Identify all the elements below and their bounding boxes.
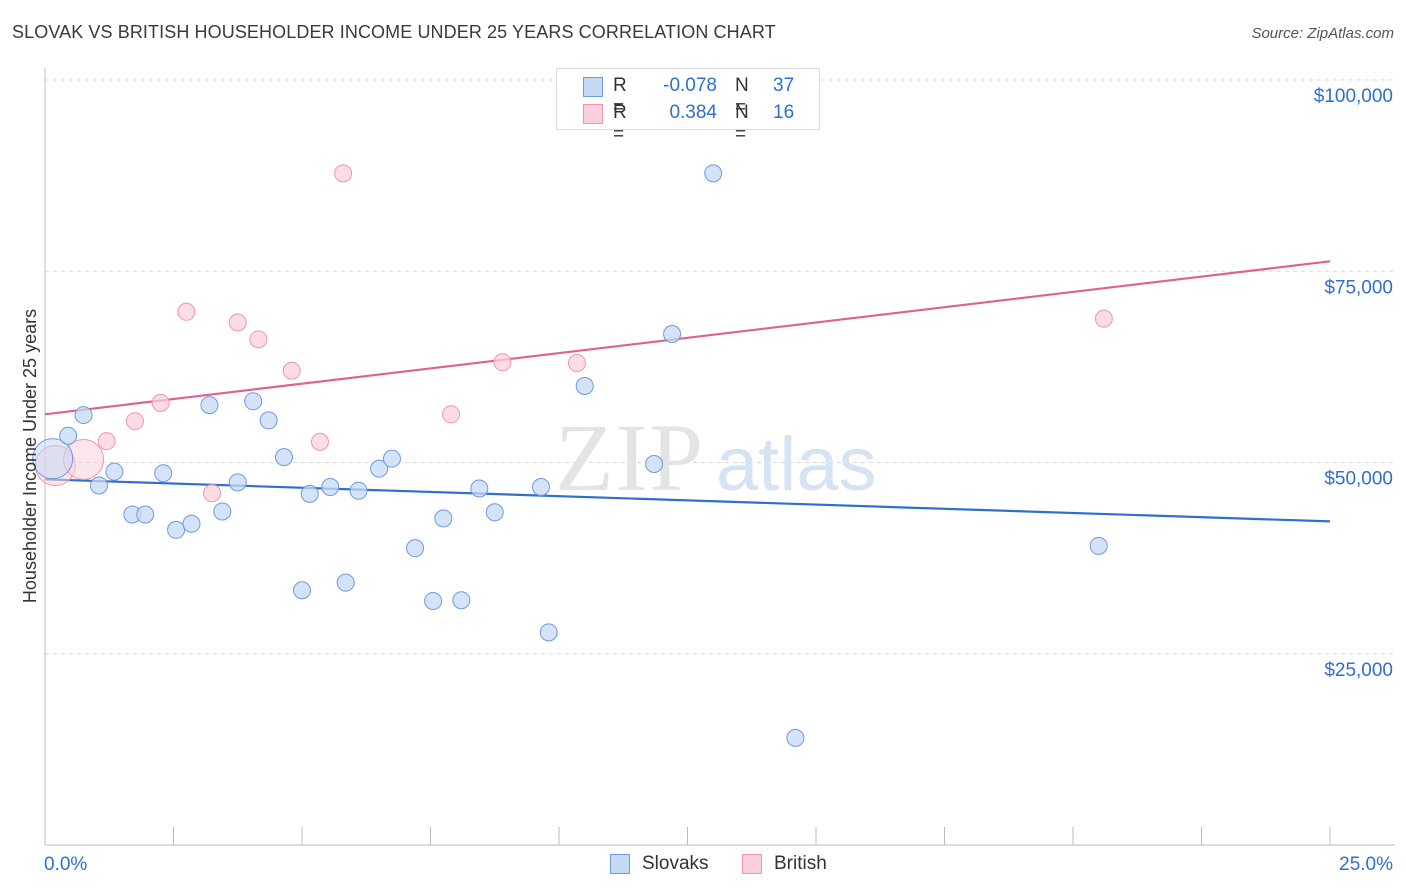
british-point [151,393,170,412]
british-point [177,302,196,321]
source-label: Source: ZipAtlas.com [1251,25,1394,42]
slovaks-point [167,520,186,539]
british-point [249,330,268,349]
slovaks-point [105,462,124,481]
watermark-atlas: atlas [716,422,877,507]
slovaks-point [539,623,558,642]
n-label: N = [735,75,749,118]
n-value: 37 [773,75,795,96]
british-point [228,313,247,332]
slovaks-point [275,448,294,467]
r-value: -0.078 [663,75,717,96]
slovaks-point [259,411,278,430]
british-point [310,432,329,451]
slovaks-point [424,591,443,610]
zipatlas-watermark: ZIP atlas [555,404,877,511]
slovaks-point [200,396,219,415]
british-point [334,164,353,183]
british-point [282,361,301,380]
slovaks-point [485,503,504,522]
x-tick-label: 25.0% [1339,854,1393,875]
y-axis-title: Householder Income Under 25 years [20,309,40,603]
slovaks-swatch [610,854,630,874]
slovaks-point [434,509,453,528]
slovaks-point [74,406,93,425]
x-tick-label: 0.0% [44,854,87,875]
british-trend-line [44,260,1331,416]
axis-labels: $25,000 $50,000 $75,000 $100,000 0.0% 25.0% Ho… [20,86,1393,875]
british-point [493,353,512,372]
slovaks-point [154,464,173,483]
r-label: R = [613,102,627,145]
slovaks-point [663,324,682,343]
slovaks-point [1089,536,1108,555]
slovaks-trend-line [44,478,1331,523]
series-legend: Slovaks British [0,852,1406,878]
slovaks-point [470,479,489,498]
slovaks-point [228,473,247,492]
british-point [203,484,222,503]
legend-label: Slovaks [642,853,709,874]
slovaks-point [645,455,664,474]
british-swatch [583,104,603,124]
axes [44,68,1395,846]
british-point [1094,309,1113,328]
slovaks-point [382,449,401,468]
slovaks-point [136,505,155,524]
slovaks-point [575,377,594,395]
r-label: R = [613,75,627,118]
slovaks-point [321,477,340,496]
slovaks-point [336,573,355,592]
trend-lines [44,260,1331,523]
stats-legend: R = -0.078 N = 37 R = 0.384 N = 16 [556,68,820,145]
watermark-zip: ZIP [555,404,705,511]
n-label: N = [735,102,749,145]
y-tick-label: $50,000 [1324,469,1393,490]
slovaks-point [32,438,74,480]
british-point [125,412,144,431]
slovaks-point [213,502,232,521]
slovaks-point [406,539,425,558]
slovaks-point [300,484,319,503]
slovaks-point [244,392,263,411]
y-tick-label: $75,000 [1324,277,1393,298]
slovaks-point [370,459,389,478]
british-point [97,432,116,451]
slovaks-point [182,514,201,533]
british-swatch [742,854,762,874]
slovaks-point [532,477,551,496]
slovaks-point [786,728,805,747]
n-value: 16 [773,102,795,123]
y-tick-label: $100,000 [1314,86,1393,107]
legend-label: British [774,853,827,874]
r-value: 0.384 [669,102,717,123]
slovaks-point [89,476,108,495]
slovaks-swatch [583,77,603,97]
slovaks-point [59,426,78,445]
slovaks-point [452,591,471,610]
y-tick-label: $25,000 [1324,660,1393,681]
chart-title: SLOVAK VS BRITISH HOUSEHOLDER INCOME UND… [12,22,776,42]
british-point [567,354,586,373]
gridlines [45,79,1395,655]
slovaks-point [293,581,311,600]
british-point [442,405,461,424]
data-points [32,164,1113,747]
slovaks-point [349,481,368,500]
slovaks-point [704,164,723,183]
